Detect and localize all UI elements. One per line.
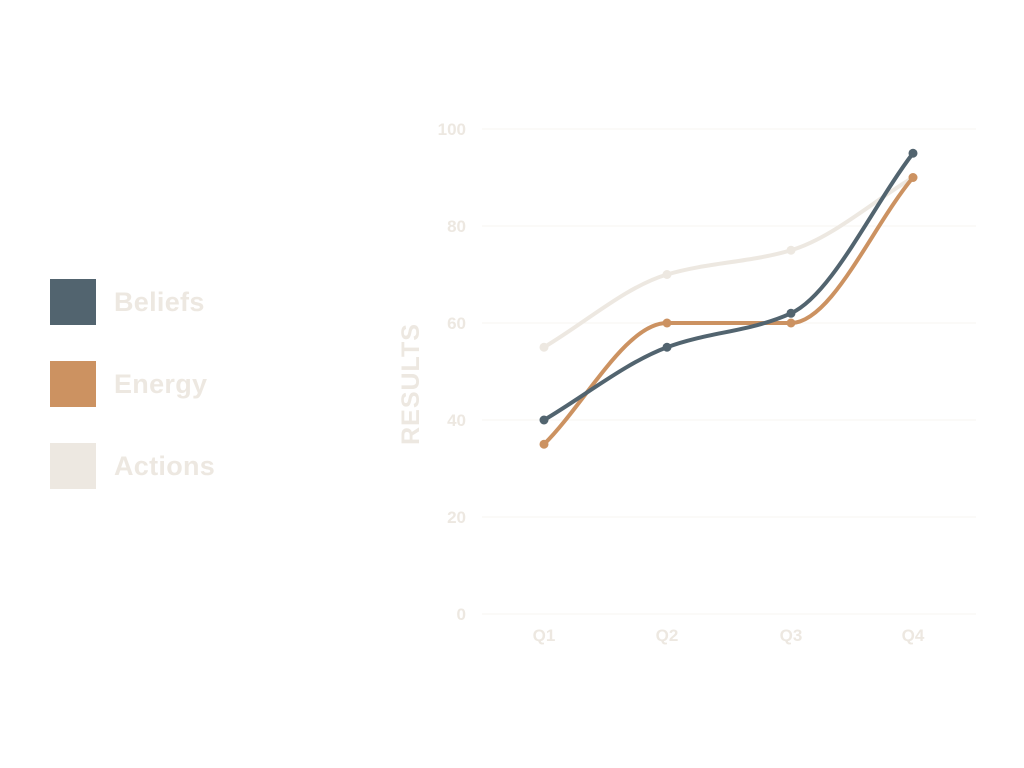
data-point-energy-q1 bbox=[539, 439, 549, 449]
y-tick-label: 0 bbox=[457, 605, 466, 624]
data-point-beliefs-q1 bbox=[539, 415, 549, 425]
legend-swatch-actions bbox=[50, 443, 96, 489]
data-point-beliefs-q2 bbox=[662, 342, 672, 352]
legend-item-actions: Actions bbox=[50, 443, 350, 489]
data-point-actions-q1 bbox=[539, 342, 549, 352]
legend-swatch-beliefs bbox=[50, 279, 96, 325]
data-point-energy-q4 bbox=[908, 173, 918, 182]
x-tick-label: Q3 bbox=[780, 626, 803, 645]
y-tick-label: 40 bbox=[447, 411, 466, 430]
y-tick-label: 60 bbox=[447, 314, 466, 333]
legend-swatch-energy bbox=[50, 361, 96, 407]
data-point-energy-q3 bbox=[786, 318, 796, 328]
y-tick-label: 80 bbox=[447, 217, 466, 236]
legend-item-energy: Energy bbox=[50, 361, 350, 407]
legend-label-beliefs: Beliefs bbox=[114, 286, 205, 317]
series-line-actions bbox=[542, 175, 915, 350]
data-point-actions-q3 bbox=[786, 245, 796, 255]
x-tick-label: Q1 bbox=[533, 626, 556, 645]
y-axis-label: RESULTS bbox=[397, 323, 425, 445]
series-line-beliefs bbox=[542, 151, 915, 422]
series-beliefs bbox=[539, 148, 918, 425]
y-tick-label: 20 bbox=[447, 508, 466, 527]
y-tick-label: 100 bbox=[438, 120, 466, 139]
series-line-energy bbox=[542, 175, 915, 447]
series-energy bbox=[539, 173, 918, 449]
y-axis-ticks: 0 20 40 60 80 100 bbox=[438, 120, 466, 624]
legend-item-beliefs: Beliefs bbox=[50, 279, 350, 325]
legend-label-energy: Energy bbox=[114, 368, 208, 399]
x-axis-ticks: Q1 Q2 Q3 Q4 bbox=[533, 626, 925, 645]
grid-lines bbox=[482, 128, 976, 615]
series-lines bbox=[539, 148, 918, 449]
x-tick-label: Q2 bbox=[656, 626, 679, 645]
data-point-beliefs-q4 bbox=[908, 148, 918, 158]
x-tick-label: Q4 bbox=[902, 626, 925, 645]
chart-legend: Beliefs Energy Actions bbox=[50, 279, 350, 525]
data-point-energy-q2 bbox=[662, 318, 672, 328]
legend-label-actions: Actions bbox=[114, 450, 216, 481]
data-point-actions-q2 bbox=[662, 270, 672, 279]
data-point-beliefs-q3 bbox=[786, 308, 796, 318]
